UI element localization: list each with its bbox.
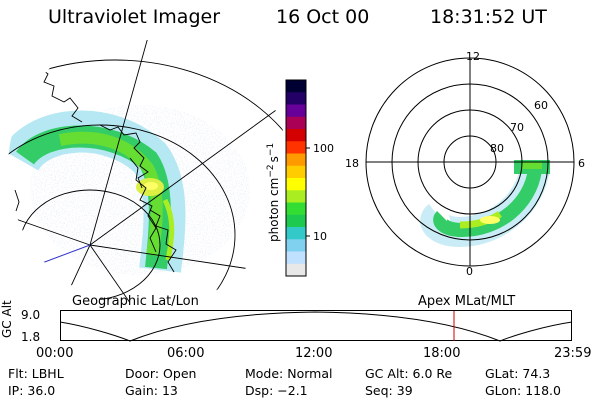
app-title: Ultraviolet Imager	[48, 6, 221, 28]
time-tick-0000: 00:00	[36, 346, 74, 361]
status-glat: GLat: 74.3	[485, 366, 551, 381]
lat-label-70: 70	[510, 121, 524, 134]
altitude-ymax: 9.0	[21, 308, 41, 322]
colorbar: 100 10 photon cm−2s−1	[266, 79, 334, 277]
image-panels: 100 10 photon cm−2s−1 12 18	[8, 40, 585, 302]
time-tick-2359: 23:59	[554, 346, 592, 361]
polar-panel-label: Apex MLat/MLT	[418, 294, 516, 309]
status-gain: Gain: 13	[125, 383, 178, 398]
colorbar-segment	[286, 141, 306, 155]
status-seq: Seq: 39	[365, 383, 413, 398]
colorbar-segment	[286, 202, 306, 216]
colorbar-segment	[286, 153, 306, 167]
colorbar-tick-10: 10	[313, 230, 327, 243]
status-flt: Flt: LBHL	[8, 366, 64, 381]
colorbar-tick-100: 100	[313, 142, 334, 155]
lat-label-60: 60	[534, 99, 548, 112]
time-tick-1200: 12:00	[295, 346, 333, 361]
colorbar-segment	[286, 239, 306, 253]
lat-label-80: 80	[490, 142, 504, 155]
time-tick-1800: 18:00	[423, 346, 461, 361]
colorbar-segment	[286, 92, 306, 106]
colorbar-segment	[286, 116, 306, 130]
polar-auroral-oval	[420, 160, 550, 248]
altitude-ymin: 1.8	[21, 330, 41, 344]
mlt-label-0: 0	[466, 265, 473, 278]
colorbar-segment	[286, 214, 306, 228]
geo-panel-label: Geographic Lat/Lon	[72, 294, 199, 309]
colorbar-segment	[286, 251, 306, 265]
status-dsp: Dsp: −2.1	[245, 383, 308, 398]
date-label: 16 Oct 00	[276, 6, 370, 28]
colorbar-segment	[286, 178, 306, 191]
colorbar-segment	[286, 165, 306, 179]
status-glon: GLon: 118.0	[485, 383, 561, 398]
status-door: Door: Open	[125, 366, 197, 381]
status-gc-alt: GC Alt: 6.0 Re	[365, 366, 453, 381]
mlt-label-12: 12	[466, 50, 480, 63]
mlt-label-6: 6	[578, 157, 585, 170]
geo-auroral-oval	[8, 110, 186, 273]
polar-plot: 12 18 6 0 60 70 80	[345, 50, 585, 278]
colorbar-unit-label: photon cm−2s−1	[266, 143, 281, 242]
altitude-plot-frame	[60, 310, 572, 341]
colorbar-segment	[286, 80, 306, 93]
altitude-plot	[60, 310, 573, 342]
altitude-ylabel: GC Alt	[0, 300, 14, 338]
colorbar-segment	[286, 263, 306, 277]
geo-map-panel	[8, 40, 288, 302]
colorbar-segment	[286, 190, 306, 204]
mlt-label-18: 18	[345, 157, 359, 170]
altitude-curve	[60, 311, 573, 342]
colorbar-segment	[286, 129, 306, 142]
colorbar-segment	[286, 104, 306, 118]
status-mode: Mode: Normal	[245, 366, 333, 381]
time-label: 18:31:52 UT	[430, 6, 547, 28]
colorbar-segment	[286, 227, 306, 240]
time-tick-0600: 06:00	[167, 346, 205, 361]
status-ip: IP: 36.0	[8, 383, 56, 398]
